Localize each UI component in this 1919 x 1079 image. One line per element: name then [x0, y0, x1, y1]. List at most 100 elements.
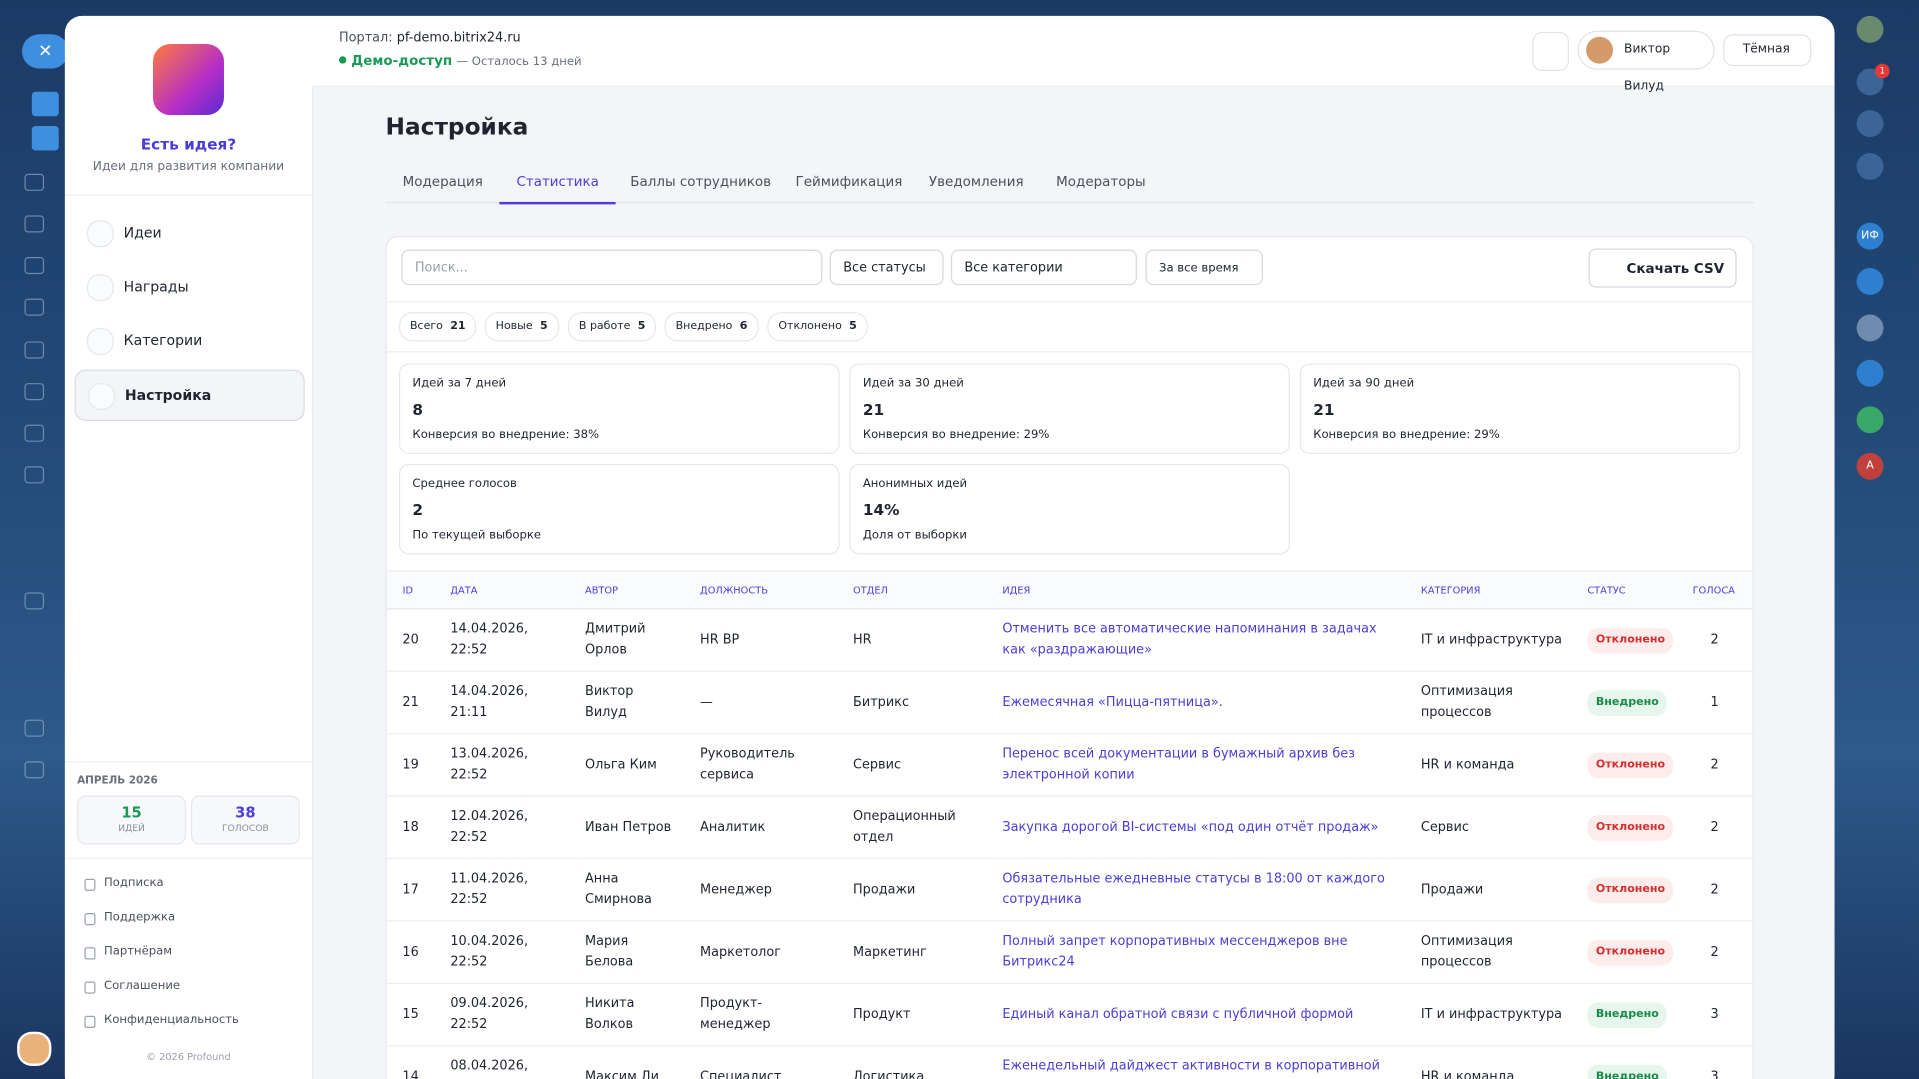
status-cell: Отклонено [1571, 859, 1676, 921]
bell-button[interactable] [1532, 32, 1569, 71]
nav-item[interactable]: Награды [75, 262, 303, 311]
avatar[interactable] [1857, 315, 1884, 342]
idea-link[interactable]: Еженедельный дайджест активности в корпо… [986, 1046, 1405, 1079]
rail-icon[interactable] [24, 341, 44, 358]
cell: 1 [1677, 671, 1753, 733]
column-header: ОТДЕЛ [837, 571, 986, 609]
footer-link[interactable]: Конфиденциальность [104, 1013, 239, 1026]
rail-icon[interactable] [24, 257, 44, 274]
cell: 18 [387, 796, 435, 858]
idea-link[interactable]: Обязательные ежедневные статусы в 18:00 … [986, 859, 1405, 921]
stat-value: 8 [412, 400, 423, 418]
rail-icon[interactable] [24, 174, 44, 191]
cell: IT и инфраструктура [1405, 983, 1571, 1045]
footer-link[interactable]: Поддержка [104, 911, 175, 924]
footer-link[interactable]: Партнёрам [104, 945, 172, 958]
tab[interactable]: Статистика [499, 173, 616, 205]
demo: Демо-доступ — Осталось 13 дней [339, 53, 582, 69]
count-chip[interactable]: В работе5 [568, 312, 657, 341]
cell: 3 [1677, 983, 1753, 1045]
table-row: 1913.04.2026, 22:52Ольга КимРуководитель… [387, 734, 1753, 796]
portal-label: Портал: [339, 31, 393, 46]
rail-icon[interactable] [1857, 110, 1884, 137]
tab[interactable]: Геймификация [778, 173, 919, 202]
status-pill: Отклонено [1587, 939, 1673, 965]
rail-icon[interactable] [24, 299, 44, 316]
footer-link[interactable]: Соглашение [104, 979, 180, 992]
tab[interactable]: Баллы сотрудников [613, 173, 788, 202]
cell: Ольга Ким [569, 734, 684, 796]
column-header: ДОЛЖНОСТЬ [684, 571, 837, 609]
avatar[interactable] [17, 1032, 51, 1066]
tab[interactable]: Модераторы [1039, 173, 1163, 202]
rail-icon[interactable] [32, 126, 59, 150]
rail-icon[interactable] [24, 425, 44, 442]
cell: 13.04.2026, 22:52 [434, 734, 569, 796]
tab[interactable]: Модерация [386, 173, 501, 202]
stat-note: Конверсия во внедрение: 29% [863, 428, 1050, 441]
cell: Руководитель сервиса [684, 734, 837, 796]
status-select[interactable]: Все статусы [830, 250, 944, 285]
contact[interactable]: ИФ [1857, 223, 1884, 250]
cell: HR и команда [1405, 1046, 1571, 1079]
rail-icon[interactable] [32, 92, 59, 116]
rail-icon[interactable] [24, 215, 44, 232]
rail-icon[interactable] [1857, 360, 1884, 387]
theme-button[interactable]: Тёмная [1723, 34, 1811, 66]
rail-icon[interactable] [24, 592, 44, 609]
idea-link[interactable]: Ежемесячная «Пицца-пятница». [986, 671, 1405, 733]
count-chip[interactable]: Всего21 [399, 312, 477, 341]
cell: 2 [1677, 609, 1753, 671]
close-button[interactable]: ✕ [22, 34, 69, 68]
contact[interactable]: А [1857, 453, 1884, 480]
user-button[interactable]: Виктор Вилуд [1578, 31, 1715, 70]
count-chip[interactable]: Внедрено6 [665, 312, 759, 341]
status-cell: Внедрено [1571, 671, 1676, 733]
cell: 08.04.2026, 22:52 [434, 1046, 569, 1079]
avatar[interactable] [1857, 16, 1884, 43]
votes-box: 38ГОЛОСОВ [191, 796, 300, 845]
count-chip[interactable]: Новые5 [485, 312, 559, 341]
cell: 15 [387, 983, 435, 1045]
portal-url[interactable]: pf-demo.bitrix24.ru [397, 31, 521, 46]
period-select[interactable]: За все время [1146, 250, 1263, 285]
idea-link[interactable]: Перенос всей документации в бумажный арх… [986, 734, 1405, 796]
nav-label: Идеи [124, 208, 162, 257]
idea-link[interactable]: Полный запрет корпоративных мессенджеров… [986, 921, 1405, 983]
rail-icon[interactable] [24, 383, 44, 400]
rail-icon[interactable] [24, 466, 44, 483]
tab[interactable]: Уведомления [912, 173, 1041, 202]
rail-icon[interactable] [24, 761, 44, 778]
cell: 2 [1677, 796, 1753, 858]
count-label: Внедрено [676, 321, 733, 333]
column-header: ID [387, 571, 435, 609]
right-rail: 1 ИФ А [1836, 0, 1919, 1079]
cell: 10.04.2026, 22:52 [434, 921, 569, 983]
category-select[interactable]: Все категории [951, 250, 1137, 285]
footer-link[interactable]: Подписка [104, 876, 164, 889]
nav-item[interactable]: Идеи [75, 208, 303, 257]
cell: Маркетинг [837, 921, 986, 983]
nav-item[interactable]: Настройка [75, 370, 305, 421]
count-value: 5 [638, 321, 646, 333]
copyright: © 2026 Profound [65, 1051, 312, 1062]
rail-icon[interactable] [24, 720, 44, 737]
download-button[interactable]: Скачать CSV [1589, 248, 1737, 287]
nav-item[interactable]: Категории [75, 316, 303, 365]
search-input[interactable]: Поиск... [401, 250, 822, 285]
cell: Иван Петров [569, 796, 684, 858]
cell: Менеджер [684, 859, 837, 921]
stat-label: Идей за 30 дней [863, 377, 964, 390]
table-row: 2014.04.2026, 22:52Дмитрий ОрловHR BPHRО… [387, 609, 1753, 671]
table-row: 1711.04.2026, 22:52Анна СмирноваМенеджер… [387, 859, 1753, 921]
divider [65, 761, 312, 762]
idea-link[interactable]: Единый канал обратной связи с публичной … [986, 983, 1405, 1045]
idea-link[interactable]: Отменить все автоматические напоминания … [986, 609, 1405, 671]
count-value: 21 [450, 321, 465, 333]
idea-link[interactable]: Закупка дорогой BI-системы «под один отч… [986, 796, 1405, 858]
rail-icon[interactable] [1857, 406, 1884, 433]
cell: 2 [1677, 734, 1753, 796]
rail-icon[interactable] [1857, 268, 1884, 295]
count-chip[interactable]: Отклонено5 [767, 312, 867, 341]
rail-icon[interactable] [1857, 153, 1884, 180]
